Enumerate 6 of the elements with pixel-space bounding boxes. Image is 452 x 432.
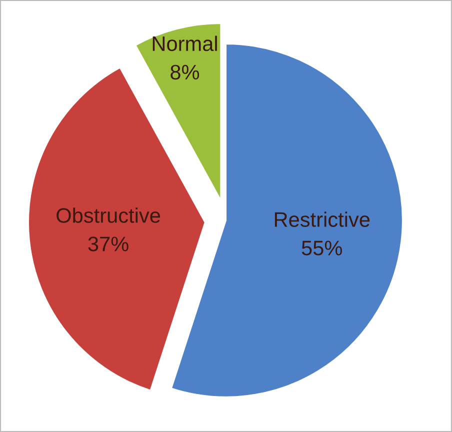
slice-label: Obstructive: [56, 208, 160, 223]
data-label: 8%: [170, 64, 200, 80]
slice-label: Normal: [152, 36, 217, 52]
data-label: 37%: [88, 236, 128, 252]
slice-label: Restrictive: [274, 212, 370, 227]
data-label: 55%: [302, 240, 342, 256]
